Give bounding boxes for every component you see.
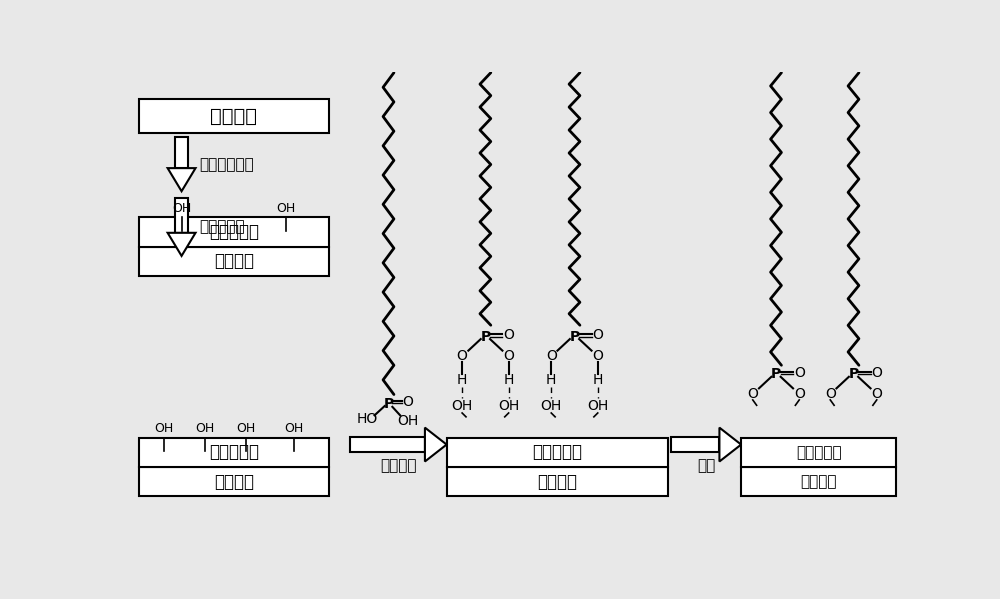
Text: 微弧氧化膜: 微弧氧化膜	[209, 443, 259, 461]
Polygon shape	[719, 428, 741, 461]
Bar	[139, 99, 329, 134]
Text: O: O	[503, 349, 514, 363]
Text: 镜锂合金: 镜锂合金	[214, 473, 254, 491]
Text: O: O	[794, 366, 805, 380]
Text: O: O	[871, 366, 882, 380]
Text: O: O	[825, 387, 836, 401]
Text: 镜锂合金: 镜锂合金	[214, 252, 254, 270]
Text: O: O	[503, 328, 514, 342]
Text: 乙二醇处理: 乙二醇处理	[199, 220, 245, 235]
Polygon shape	[168, 233, 196, 256]
Text: O: O	[592, 349, 603, 363]
Text: OH: OH	[172, 202, 191, 215]
Text: OH: OH	[284, 422, 304, 435]
Text: O: O	[546, 349, 557, 363]
Text: OH: OH	[587, 399, 608, 413]
Text: H: H	[457, 373, 467, 387]
Polygon shape	[168, 168, 196, 191]
Bar	[139, 467, 329, 496]
Text: OH: OH	[277, 202, 296, 215]
Text: 镜锂合金: 镜锂合金	[537, 473, 577, 491]
Text: 退火: 退火	[697, 458, 715, 473]
Text: P: P	[771, 368, 781, 382]
Text: H: H	[503, 373, 514, 387]
Text: 镜锂合金: 镜锂合金	[210, 107, 257, 126]
Text: P: P	[848, 368, 859, 382]
Text: 微弧氧化处理: 微弧氧化处理	[199, 157, 254, 172]
Text: 镜锂合金: 镜锂合金	[800, 474, 837, 489]
Polygon shape	[425, 428, 447, 461]
Bar	[139, 247, 329, 276]
Bar	[741, 438, 896, 467]
Text: O: O	[592, 328, 603, 342]
Bar	[447, 467, 668, 496]
Bar	[175, 137, 188, 168]
Text: H: H	[546, 373, 556, 387]
Text: 微弧氧化膜: 微弧氧化膜	[209, 223, 259, 241]
Bar	[741, 467, 896, 496]
Text: P: P	[480, 330, 490, 344]
Bar	[175, 198, 188, 233]
Text: O: O	[794, 387, 805, 401]
Text: OH: OH	[154, 422, 173, 435]
Bar	[350, 437, 425, 452]
Text: OH: OH	[236, 422, 256, 435]
Text: P: P	[383, 397, 394, 411]
Text: OH: OH	[452, 399, 473, 413]
Bar	[139, 217, 329, 247]
Text: OH: OH	[541, 399, 562, 413]
Text: 微弧氧化膜: 微弧氧化膜	[796, 445, 841, 460]
Text: H: H	[593, 373, 603, 387]
Bar	[447, 438, 668, 467]
Text: P: P	[569, 330, 580, 344]
Text: O: O	[747, 387, 758, 401]
Text: O: O	[871, 387, 882, 401]
Text: OH: OH	[195, 422, 214, 435]
Text: 微弧氧化膜: 微弧氧化膜	[532, 443, 582, 461]
Text: O: O	[457, 349, 468, 363]
Text: OH: OH	[498, 399, 519, 413]
Text: OH: OH	[397, 414, 418, 428]
Text: HO: HO	[356, 412, 377, 426]
Bar	[139, 438, 329, 467]
Bar	[671, 437, 719, 452]
Text: 有机溢剂: 有机溢剂	[380, 458, 416, 473]
Text: O: O	[402, 395, 413, 409]
